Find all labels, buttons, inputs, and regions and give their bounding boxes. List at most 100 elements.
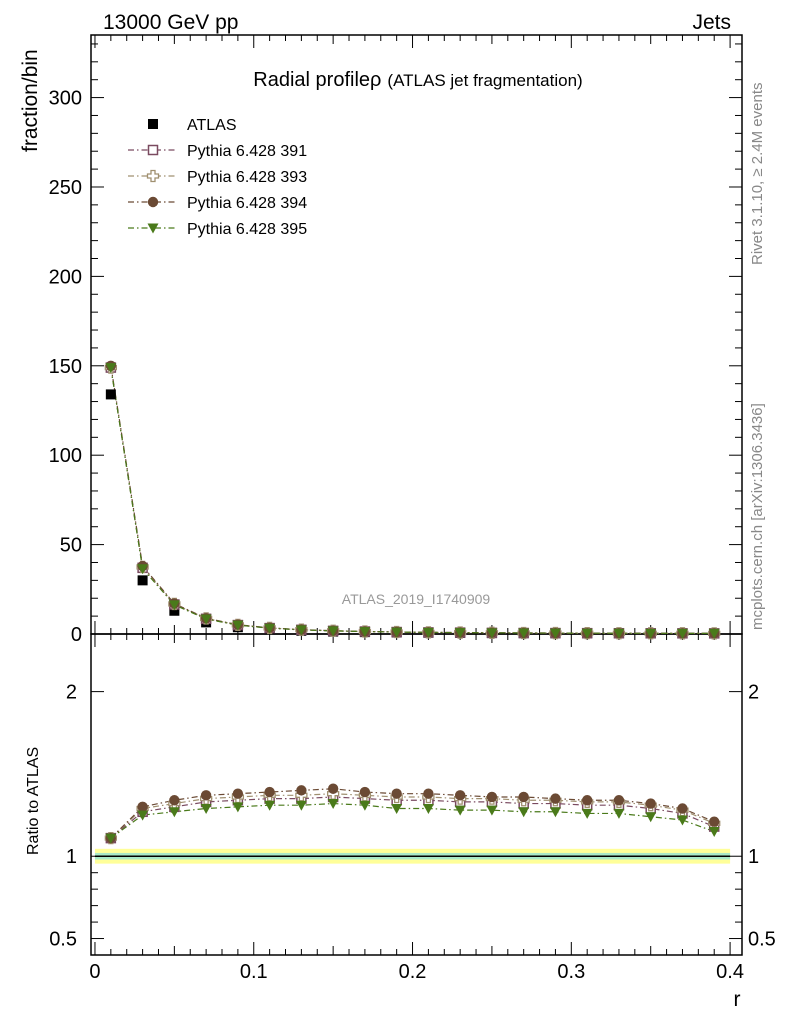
ratio-point	[645, 812, 657, 823]
ratio-point	[391, 788, 402, 799]
main-y-tick-label: 300	[49, 88, 82, 110]
ratio-point	[295, 800, 307, 811]
data-point	[391, 627, 403, 638]
ratio-y-tick-label: 0.5	[49, 929, 77, 951]
ratio-series-line	[110, 802, 715, 839]
collision-label: 13000 GeV pp	[103, 11, 238, 34]
ratio-point	[168, 807, 180, 818]
legend-marker	[147, 144, 159, 156]
data-point	[169, 605, 180, 616]
ratio-point	[359, 786, 371, 798]
ratio-point	[423, 788, 434, 799]
ratio-point	[296, 785, 307, 796]
data-point	[200, 614, 212, 625]
chart-title-symbol: ρ	[370, 69, 381, 91]
legend-label: Pythia 6.428 391	[187, 143, 307, 160]
ratio-point	[613, 795, 625, 806]
main-y-tick-label: 0	[71, 624, 82, 646]
data-point	[422, 627, 434, 638]
ratio-point	[137, 810, 149, 821]
data-point	[327, 626, 339, 637]
main-y-tick-label: 200	[49, 266, 82, 288]
mcplots-label: mcplots.cern.ch [arXiv:1306.3436]	[749, 403, 766, 630]
main-y-tick-label: 150	[49, 356, 82, 378]
ratio-panel-frame	[90, 633, 743, 956]
data-point	[581, 628, 593, 639]
ratio-y-tick-label-right: 2	[748, 682, 759, 704]
ratio-point	[454, 790, 466, 801]
x-axis-label: r	[734, 988, 741, 1011]
chart-title-main: Radial profile	[253, 69, 370, 91]
ratio-y-tick-label: 1	[66, 846, 77, 868]
data-point	[359, 627, 371, 638]
ratio-y-axis-label: Ratio to ATLAS	[25, 747, 42, 855]
ratio-point	[232, 788, 244, 799]
ratio-point	[422, 803, 434, 814]
legend-item: Pythia 6.428 394	[128, 195, 307, 212]
ratio-point	[264, 800, 276, 811]
main-y-tick-label: 100	[49, 445, 82, 467]
ratio-point	[391, 803, 403, 814]
ratio-point	[105, 833, 117, 844]
data-point	[549, 628, 561, 639]
data-point	[137, 564, 149, 575]
ratio-series-line	[110, 796, 715, 839]
ratio-point	[518, 807, 530, 818]
x-tick-label: 0.4	[716, 961, 744, 983]
main-y-tick-label: 50	[60, 535, 82, 557]
ratio-point	[708, 827, 720, 838]
legend-label: Pythia 6.428 393	[187, 169, 307, 186]
ratio-point	[264, 786, 275, 798]
main-y-axis-label: fraction/bin	[19, 49, 42, 152]
ratio-point	[581, 808, 593, 819]
legend-label: ATLAS	[187, 117, 237, 134]
ratio-point	[581, 795, 593, 806]
data-point	[168, 600, 180, 611]
ratio-point	[677, 803, 688, 814]
legend-item: Pythia 6.428 391	[128, 143, 307, 160]
main-y-tick-label: 250	[49, 177, 82, 199]
legend-item: Pythia 6.428 393	[128, 169, 307, 186]
ratio-point	[137, 801, 148, 813]
x-tick-label: 0	[89, 961, 100, 983]
ratio-point	[549, 807, 561, 818]
ratio-point	[327, 799, 339, 810]
legend-marker	[147, 223, 159, 234]
data-point	[645, 628, 657, 639]
data-point	[708, 628, 720, 639]
ratio-point	[486, 805, 498, 816]
ratio-point	[232, 802, 244, 813]
process-label: Jets	[692, 11, 731, 34]
ratio-point	[200, 803, 212, 814]
chart-title: Radial profileρ (ATLAS jet fragmentation)	[253, 69, 582, 91]
data-point	[105, 389, 116, 400]
data-point	[137, 575, 148, 586]
data-point	[454, 628, 466, 639]
data-point	[486, 628, 498, 639]
data-point	[105, 363, 117, 374]
data-point	[518, 628, 530, 639]
ratio-point	[169, 795, 180, 806]
chart-title-sub: (ATLAS jet fragmentation)	[387, 71, 582, 90]
ratio-y-tick-label-right: 0.5	[748, 929, 776, 951]
ratio-point	[613, 808, 625, 819]
data-point	[295, 625, 307, 636]
ratio-point	[200, 790, 212, 801]
ratio-y-tick-label: 2	[66, 682, 77, 704]
ratio-point	[486, 791, 498, 803]
ratio-point	[518, 791, 529, 803]
ratio-y-tick-label-right: 1	[748, 846, 759, 868]
data-point	[232, 620, 244, 631]
ratio-point	[454, 805, 466, 816]
ratio-point	[550, 793, 561, 804]
x-tick-label: 0.3	[557, 961, 585, 983]
rivet-label: Rivet 3.1.10, ≥ 2.4M events	[749, 83, 766, 266]
legend-marker	[147, 196, 159, 208]
legend-item: ATLAS	[148, 117, 237, 134]
ratio-point	[709, 816, 720, 827]
ratio-point	[359, 800, 371, 811]
legend-marker	[146, 169, 160, 183]
legend-item: Pythia 6.428 395	[128, 221, 307, 238]
data-point	[613, 628, 625, 639]
